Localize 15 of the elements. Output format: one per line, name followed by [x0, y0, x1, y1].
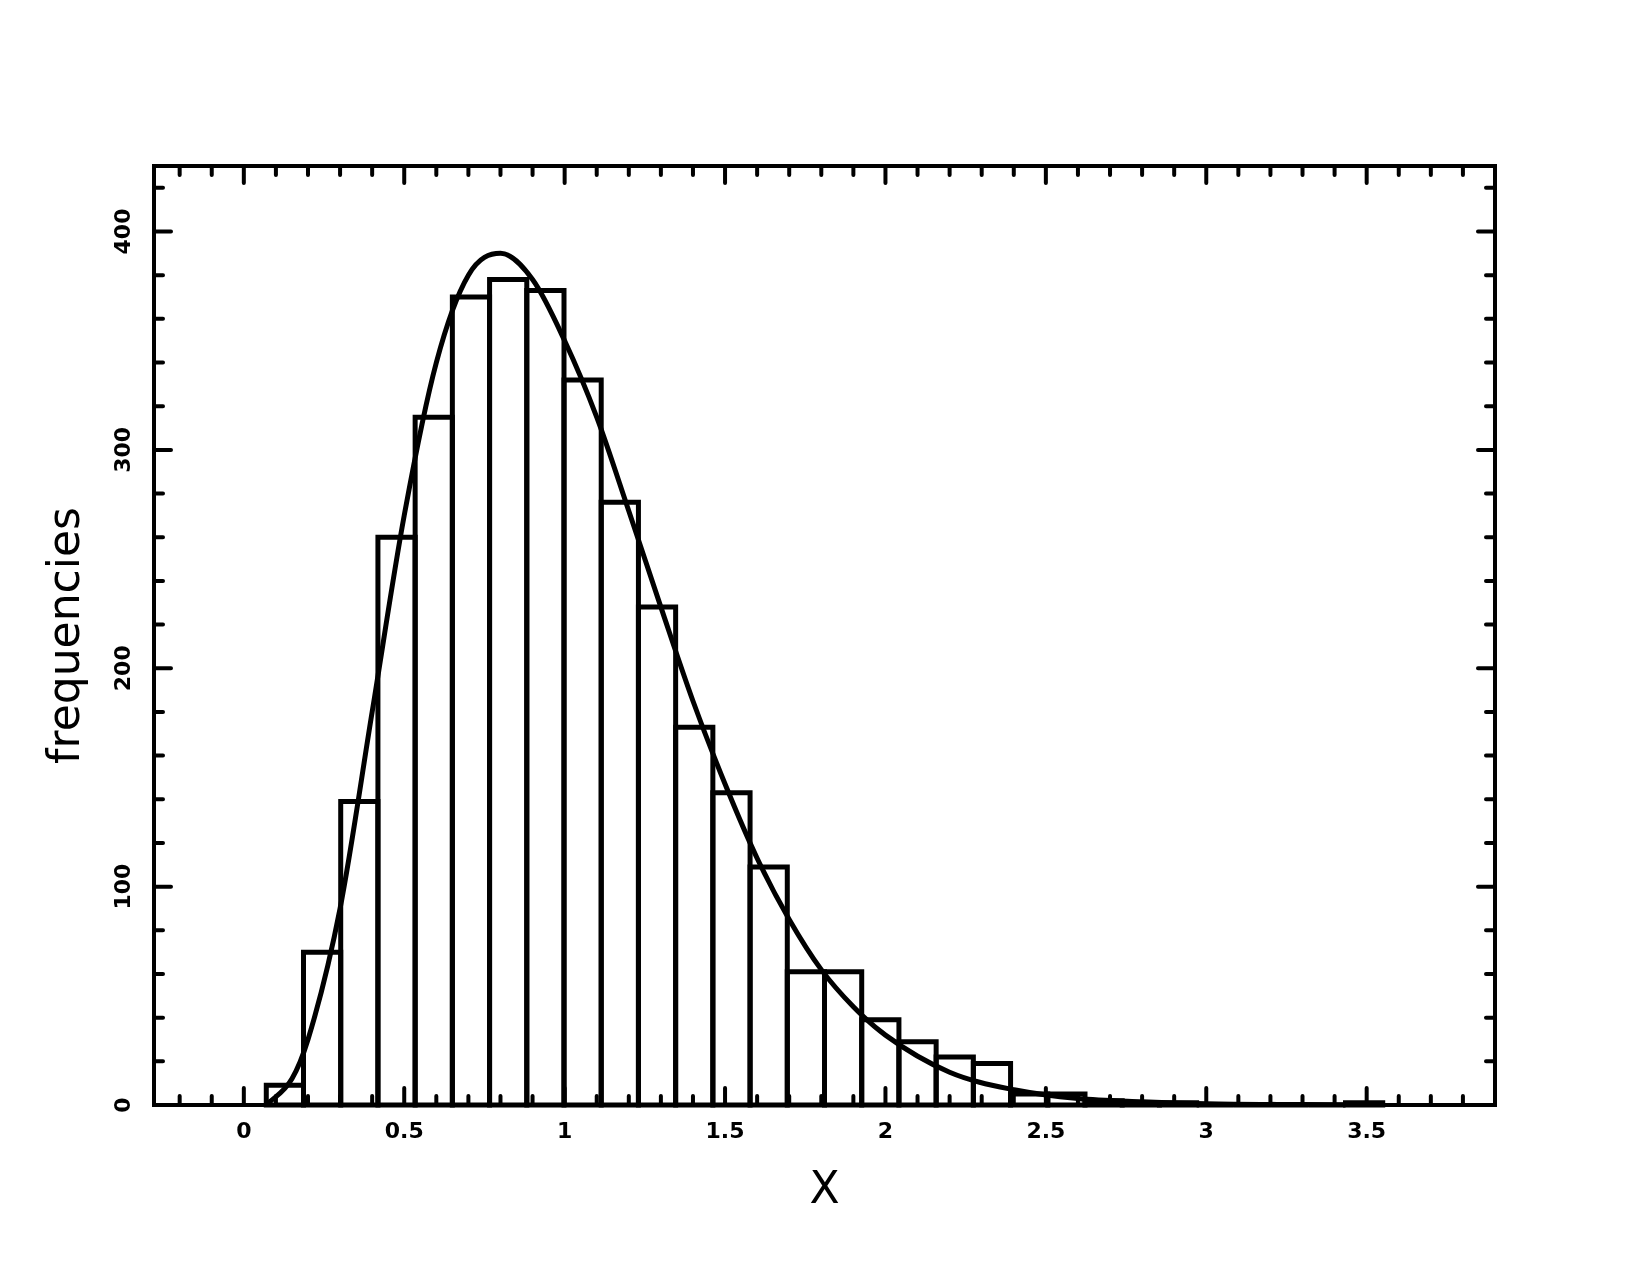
- x-tick-label: 3.5: [1347, 1117, 1387, 1143]
- x-tick-label: 2.5: [1026, 1117, 1066, 1143]
- x-tick-label: 0.5: [384, 1117, 424, 1143]
- y-tick-label: 0: [109, 1097, 135, 1113]
- x-tick-label: 3: [1198, 1117, 1214, 1143]
- x-tick-label: 0: [236, 1117, 252, 1143]
- x-tick-label: 2: [877, 1117, 894, 1143]
- y-axis-title: frequencies: [38, 507, 90, 764]
- x-tick-label: 1.5: [705, 1117, 745, 1143]
- y-tick-label: 100: [109, 863, 135, 910]
- x-axis-title: X: [809, 1162, 840, 1214]
- y-tick-label: 300: [109, 426, 135, 473]
- y-tick-label: 400: [109, 208, 135, 255]
- y-tick-label: 200: [109, 645, 135, 692]
- x-tick-label: 1: [556, 1117, 573, 1143]
